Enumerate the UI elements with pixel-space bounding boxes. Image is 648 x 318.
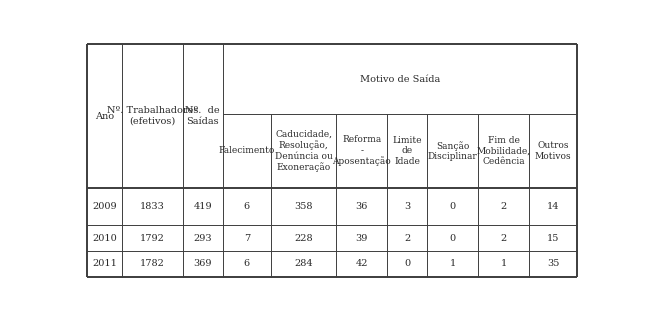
Text: 2009: 2009 bbox=[92, 202, 117, 211]
Text: 1792: 1792 bbox=[140, 233, 165, 243]
Text: 6: 6 bbox=[244, 202, 250, 211]
Text: 14: 14 bbox=[547, 202, 559, 211]
Text: Ano: Ano bbox=[95, 112, 114, 121]
Text: 6: 6 bbox=[244, 259, 250, 268]
Text: Outros
Motivos: Outros Motivos bbox=[535, 141, 572, 161]
Text: 1782: 1782 bbox=[140, 259, 165, 268]
Text: Fim de
Mobilidade,
Cedência: Fim de Mobilidade, Cedência bbox=[476, 136, 531, 166]
Text: 7: 7 bbox=[244, 233, 250, 243]
Text: 369: 369 bbox=[194, 259, 212, 268]
Text: Limite
de
Idade: Limite de Idade bbox=[393, 136, 422, 166]
Text: 2010: 2010 bbox=[92, 233, 117, 243]
Text: 0: 0 bbox=[404, 259, 410, 268]
Text: Reforma
-
Aposentação: Reforma - Aposentação bbox=[332, 135, 391, 166]
Text: 15: 15 bbox=[547, 233, 559, 243]
Text: 0: 0 bbox=[450, 233, 456, 243]
Text: 35: 35 bbox=[547, 259, 559, 268]
Text: 3: 3 bbox=[404, 202, 410, 211]
Text: 284: 284 bbox=[294, 259, 313, 268]
Text: 228: 228 bbox=[294, 233, 313, 243]
Text: 39: 39 bbox=[356, 233, 368, 243]
Text: 419: 419 bbox=[194, 202, 212, 211]
Text: 2011: 2011 bbox=[92, 259, 117, 268]
Text: 0: 0 bbox=[450, 202, 456, 211]
Text: 2: 2 bbox=[500, 202, 507, 211]
Text: Nº. Trabalhadores
(efetivos): Nº. Trabalhadores (efetivos) bbox=[107, 107, 198, 126]
Text: Sanção
Disciplinar: Sanção Disciplinar bbox=[428, 141, 478, 161]
Text: Falecimento: Falecimento bbox=[218, 146, 275, 155]
Text: 2: 2 bbox=[500, 233, 507, 243]
Text: Caducidade,
Resolução,
Denúncia ou
Exoneração: Caducidade, Resolução, Denúncia ou Exone… bbox=[275, 130, 332, 172]
Text: Nº.  de
Saídas: Nº. de Saídas bbox=[185, 107, 220, 126]
Text: 358: 358 bbox=[294, 202, 313, 211]
Text: 1: 1 bbox=[500, 259, 507, 268]
Text: 293: 293 bbox=[194, 233, 212, 243]
Text: 1: 1 bbox=[450, 259, 456, 268]
Text: Motivo de Saída: Motivo de Saída bbox=[360, 74, 440, 84]
Text: 1833: 1833 bbox=[140, 202, 165, 211]
Text: 36: 36 bbox=[356, 202, 368, 211]
Text: 2: 2 bbox=[404, 233, 410, 243]
Text: 42: 42 bbox=[356, 259, 368, 268]
